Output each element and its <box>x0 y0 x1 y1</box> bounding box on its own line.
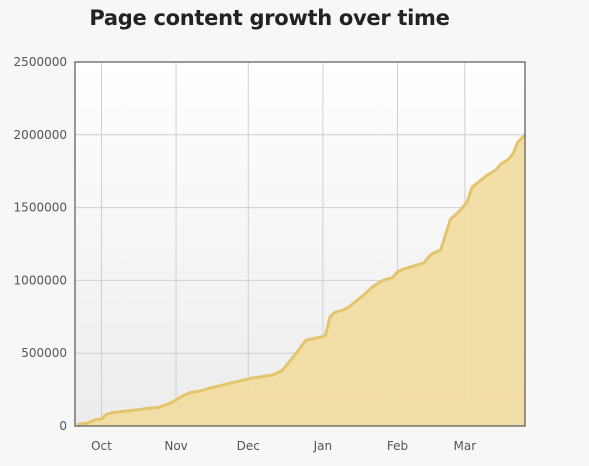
y-axis: 0 500000 1000000 1500000 2000000 2500000 <box>14 55 67 433</box>
x-tick-label: Mar <box>454 439 477 453</box>
plot-frame <box>74 61 526 427</box>
x-axis: Oct Nov Dec Jan Feb Mar <box>91 439 476 453</box>
series-line <box>77 133 527 426</box>
x-tick-label: Jan <box>313 439 333 453</box>
x-tick-label: Feb <box>387 439 408 453</box>
area-fill <box>77 134 526 427</box>
series-layer <box>77 133 527 427</box>
chart-title: Page content growth over time <box>89 6 450 30</box>
x-tick-label: Oct <box>91 439 112 453</box>
y-tick-label: 500000 <box>21 346 67 360</box>
y-tick-label: 1000000 <box>14 273 67 287</box>
y-tick-label: 2500000 <box>14 55 67 69</box>
x-tick-label: Nov <box>164 439 187 453</box>
y-tick-label: 2000000 <box>14 128 67 142</box>
y-tick-label: 1500000 <box>14 201 67 215</box>
y-tick-label: 0 <box>59 419 67 433</box>
x-tick-label: Dec <box>237 439 260 453</box>
